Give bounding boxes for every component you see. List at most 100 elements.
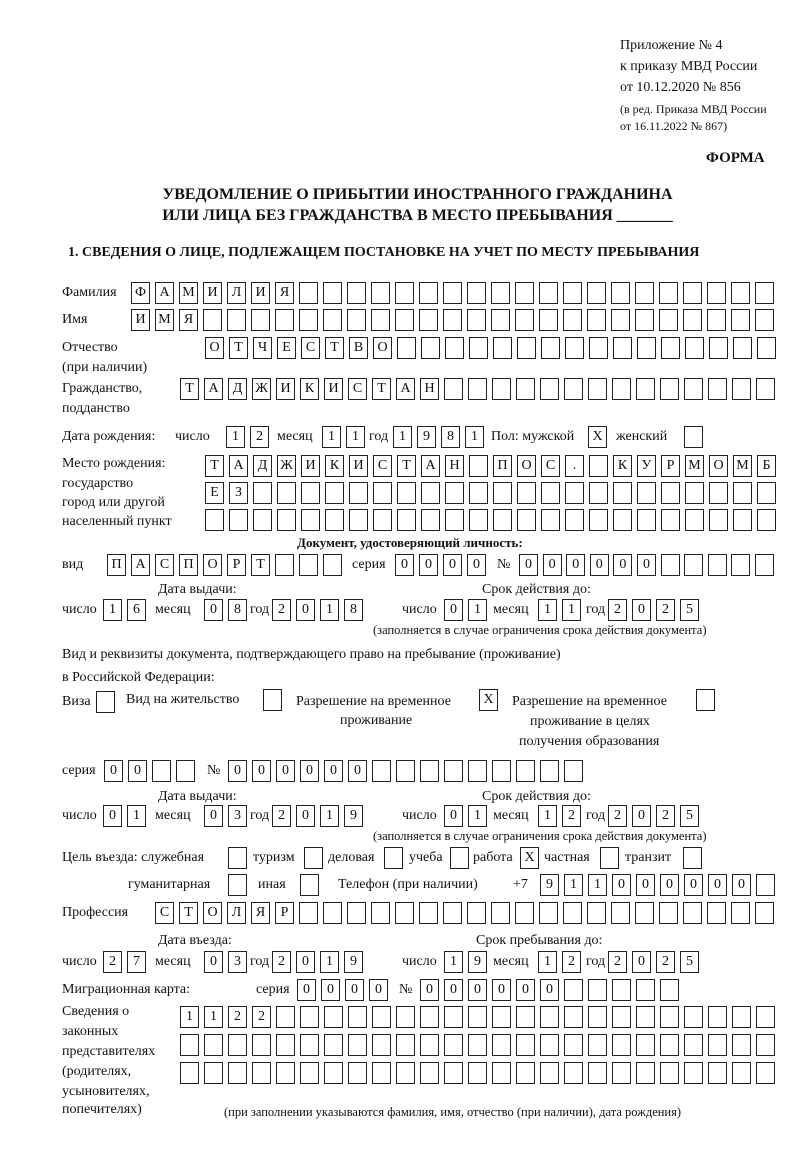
char-cell[interactable]: 0 [468,979,487,1001]
char-cell[interactable] [684,378,703,400]
char-cell[interactable]: 0 [296,805,315,827]
char-cell[interactable]: К [300,378,319,400]
char-cell[interactable] [468,1062,487,1084]
char-cell[interactable] [492,760,511,782]
char-cell[interactable]: . [565,455,584,477]
char-cell[interactable] [540,760,559,782]
char-cell[interactable] [444,1006,463,1028]
phone-cell[interactable]: 9 [540,874,559,896]
char-cell[interactable] [539,309,558,331]
char-cell[interactable] [637,482,656,504]
char-cell[interactable] [563,282,582,304]
char-cell[interactable]: Ж [252,378,271,400]
char-cell[interactable] [324,1062,343,1084]
char-cell[interactable] [588,1062,607,1084]
char-cell[interactable]: 0 [492,979,511,1001]
char-cell[interactable] [613,509,632,531]
char-cell[interactable]: В [349,337,368,359]
char-cell[interactable] [563,902,582,924]
char-cell[interactable]: 2 [250,426,269,448]
char-cell[interactable]: О [517,455,536,477]
char-cell[interactable] [684,1062,703,1084]
char-cell[interactable] [251,309,270,331]
char-cell[interactable]: 0 [128,760,147,782]
char-cell[interactable] [588,378,607,400]
char-cell[interactable]: 2 [272,951,291,973]
char-cell[interactable] [685,482,704,504]
char-cell[interactable] [563,309,582,331]
char-cell[interactable] [445,482,464,504]
char-cell[interactable] [733,482,752,504]
char-cell[interactable] [564,1062,583,1084]
char-cell[interactable] [612,1034,631,1056]
char-cell[interactable]: 2 [103,951,122,973]
char-cell[interactable] [733,509,752,531]
char-cell[interactable] [589,455,608,477]
char-cell[interactable]: 6 [127,599,146,621]
char-cell[interactable] [707,554,727,576]
char-cell[interactable] [757,337,776,359]
char-cell[interactable] [707,309,726,331]
char-cell[interactable]: К [325,455,344,477]
char-cell[interactable] [468,378,487,400]
char-cell[interactable]: И [131,309,150,331]
char-cell[interactable]: Ф [131,282,150,304]
char-cell[interactable] [372,1006,391,1028]
char-cell[interactable] [300,1034,319,1056]
char-cell[interactable] [661,509,680,531]
char-cell[interactable]: 5 [680,805,699,827]
char-cell[interactable]: 2 [656,805,675,827]
char-cell[interactable]: 1 [320,951,339,973]
char-cell[interactable]: 0 [632,599,651,621]
char-cell[interactable]: 2 [656,951,675,973]
char-cell[interactable]: Т [229,337,248,359]
char-cell[interactable] [564,1006,583,1028]
char-cell[interactable] [589,509,608,531]
char-cell[interactable] [492,1062,511,1084]
char-cell[interactable]: Т [205,455,224,477]
char-cell[interactable] [299,282,318,304]
char-cell[interactable] [564,1034,583,1056]
char-cell[interactable]: 8 [228,599,247,621]
char-cell[interactable]: Т [251,554,270,576]
char-cell[interactable]: 0 [321,979,340,1001]
char-cell[interactable]: 1 [538,951,557,973]
char-cell[interactable]: 2 [608,599,627,621]
char-cell[interactable] [539,282,558,304]
char-cell[interactable] [756,378,775,400]
char-cell[interactable] [755,902,774,924]
char-cell[interactable]: С [155,554,174,576]
char-cell[interactable]: С [155,902,174,924]
phone-cell[interactable]: 0 [684,874,703,896]
char-cell[interactable]: 7 [127,951,146,973]
char-cell[interactable] [516,378,535,400]
char-cell[interactable] [323,554,342,576]
char-cell[interactable] [299,554,318,576]
char-cell[interactable]: И [276,378,295,400]
char-cell[interactable]: 0 [632,805,651,827]
char-cell[interactable] [612,979,631,1001]
char-cell[interactable] [396,1006,415,1028]
char-cell[interactable] [180,1062,199,1084]
char-cell[interactable]: 0 [632,951,651,973]
char-cell[interactable] [660,1034,679,1056]
char-cell[interactable]: З [229,482,248,504]
char-cell[interactable]: А [131,554,150,576]
char-cell[interactable] [516,760,535,782]
char-cell[interactable]: О [373,337,392,359]
char-cell[interactable]: И [203,282,222,304]
char-cell[interactable]: Д [253,455,272,477]
char-cell[interactable]: О [709,455,728,477]
char-cell[interactable] [756,1034,775,1056]
char-cell[interactable] [325,509,344,531]
char-cell[interactable]: О [205,337,224,359]
char-cell[interactable]: У [637,455,656,477]
char-cell[interactable] [516,1062,535,1084]
char-cell[interactable]: К [613,455,632,477]
char-cell[interactable]: 1 [562,599,581,621]
char-cell[interactable] [397,337,416,359]
char-cell[interactable] [756,1006,775,1028]
char-cell[interactable] [659,282,678,304]
char-cell[interactable]: 8 [344,599,363,621]
male-checkbox[interactable]: X [588,426,607,448]
